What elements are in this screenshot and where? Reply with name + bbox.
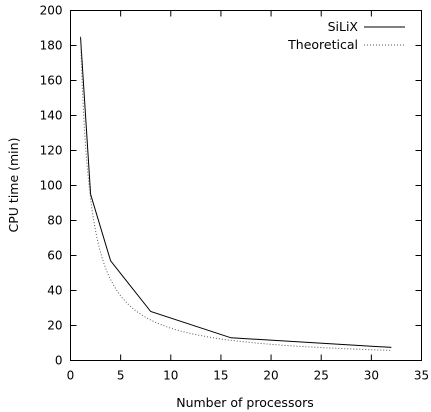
x-tick-label: 15 (213, 369, 228, 383)
x-tick-label: 5 (117, 369, 125, 383)
legend: SiLiX Theoretical (287, 19, 405, 52)
y-tick-label: 80 (47, 214, 62, 228)
plot-area-border (70, 10, 422, 361)
x-tick-label: 20 (263, 369, 278, 383)
x-axis-ticks: 0 5 10 15 20 25 30 35 (67, 10, 429, 383)
series-line-theoretical (80, 36, 391, 351)
legend-label-theoretical: Theoretical (287, 37, 358, 52)
y-axis-ticks: 0 20 40 60 80 100 120 140 160 180 200 (40, 4, 422, 368)
y-tick-label: 40 (47, 284, 62, 298)
y-tick-label: 140 (40, 109, 63, 123)
y-tick-label: 100 (40, 179, 63, 193)
y-tick-label: 20 (47, 319, 62, 333)
y-tick-label: 60 (47, 249, 62, 263)
y-tick-label: 120 (40, 144, 63, 158)
x-axis-label: Number of processors (176, 395, 314, 410)
x-tick-label: 10 (163, 369, 178, 383)
x-tick-label: 0 (67, 369, 75, 383)
x-tick-label: 25 (314, 369, 329, 383)
plot-frame (70, 10, 422, 361)
x-tick-label: 30 (364, 369, 379, 383)
y-tick-label: 200 (40, 4, 63, 18)
x-tick-label: 35 (414, 369, 429, 383)
series-line-silix (80, 36, 392, 348)
y-tick-label: 0 (55, 354, 63, 368)
y-axis-label: CPU time (min) (6, 138, 21, 233)
y-tick-label: 180 (40, 39, 63, 53)
legend-label-silix: SiLiX (328, 19, 359, 34)
y-tick-label: 160 (40, 74, 63, 88)
series-layer (80, 36, 392, 351)
